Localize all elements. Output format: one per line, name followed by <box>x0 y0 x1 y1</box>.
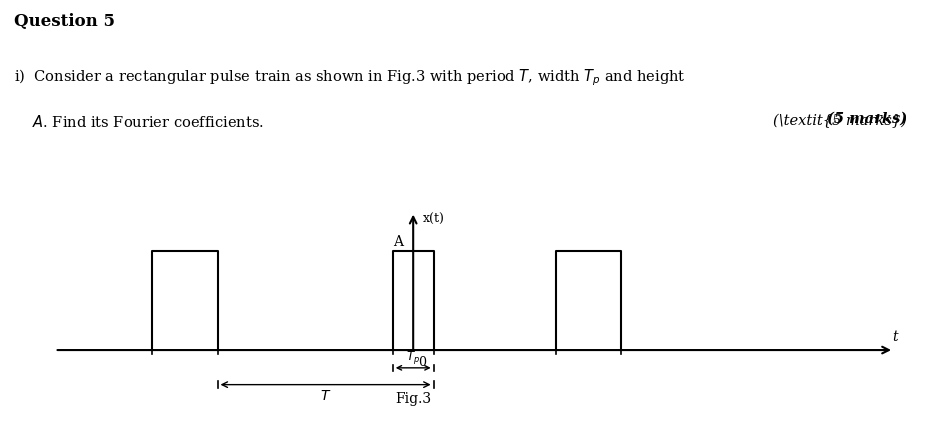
Text: $T$: $T$ <box>320 389 331 403</box>
Text: Question 5: Question 5 <box>14 13 115 30</box>
Text: (\textit{5 marks}): (\textit{5 marks}) <box>773 114 907 128</box>
Text: A: A <box>393 235 404 249</box>
Text: $A$. Find its Fourier coefficients.: $A$. Find its Fourier coefficients. <box>14 114 264 130</box>
Text: $T_p$: $T_p$ <box>406 349 420 366</box>
Text: x(t): x(t) <box>423 213 445 226</box>
Text: (5 marks): (5 marks) <box>827 112 907 126</box>
Text: 0: 0 <box>418 356 426 369</box>
Text: t: t <box>893 330 898 344</box>
Text: i)  Consider a rectangular pulse train as shown in Fig.3 with period $T$, width : i) Consider a rectangular pulse train as… <box>14 68 685 88</box>
Text: Fig.3: Fig.3 <box>395 392 432 406</box>
